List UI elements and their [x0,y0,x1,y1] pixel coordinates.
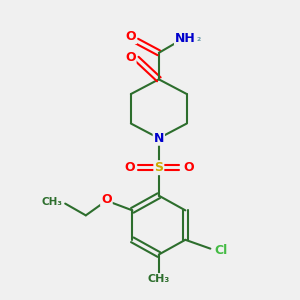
Text: O: O [101,193,112,206]
Text: O: O [125,51,136,64]
Text: CH₃: CH₃ [148,274,170,284]
Text: O: O [125,30,136,43]
Text: CH₃: CH₃ [41,197,62,207]
Text: O: O [124,161,135,174]
Text: O: O [183,161,194,174]
Text: S: S [154,161,163,174]
Text: N: N [154,132,164,145]
Text: ₂: ₂ [196,33,201,43]
Text: Cl: Cl [215,244,228,256]
Text: NH: NH [175,32,196,45]
